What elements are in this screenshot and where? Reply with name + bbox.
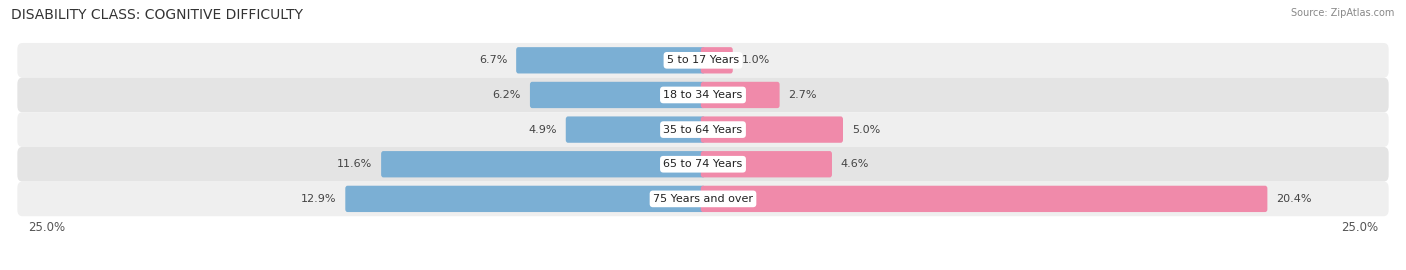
FancyBboxPatch shape xyxy=(17,112,1389,147)
Text: Source: ZipAtlas.com: Source: ZipAtlas.com xyxy=(1291,8,1395,18)
FancyBboxPatch shape xyxy=(565,116,706,143)
FancyBboxPatch shape xyxy=(700,116,844,143)
FancyBboxPatch shape xyxy=(700,186,1267,212)
Text: 5 to 17 Years: 5 to 17 Years xyxy=(666,55,740,65)
FancyBboxPatch shape xyxy=(700,151,832,177)
Text: 5.0%: 5.0% xyxy=(852,124,880,135)
FancyBboxPatch shape xyxy=(700,82,779,108)
Text: 4.9%: 4.9% xyxy=(529,124,557,135)
Text: 75 Years and over: 75 Years and over xyxy=(652,194,754,204)
FancyBboxPatch shape xyxy=(346,186,706,212)
Text: 6.7%: 6.7% xyxy=(479,55,508,65)
FancyBboxPatch shape xyxy=(17,181,1389,216)
Text: 12.9%: 12.9% xyxy=(301,194,336,204)
Text: 18 to 34 Years: 18 to 34 Years xyxy=(664,90,742,100)
Text: 35 to 64 Years: 35 to 64 Years xyxy=(664,124,742,135)
Text: 25.0%: 25.0% xyxy=(28,221,65,234)
FancyBboxPatch shape xyxy=(700,47,733,73)
Text: 4.6%: 4.6% xyxy=(841,159,869,169)
Text: 2.7%: 2.7% xyxy=(789,90,817,100)
Text: 6.2%: 6.2% xyxy=(492,90,522,100)
Text: 1.0%: 1.0% xyxy=(741,55,770,65)
FancyBboxPatch shape xyxy=(17,78,1389,112)
Text: 65 to 74 Years: 65 to 74 Years xyxy=(664,159,742,169)
FancyBboxPatch shape xyxy=(17,147,1389,181)
Text: 25.0%: 25.0% xyxy=(1341,221,1378,234)
FancyBboxPatch shape xyxy=(530,82,706,108)
FancyBboxPatch shape xyxy=(17,43,1389,78)
Text: 20.4%: 20.4% xyxy=(1277,194,1312,204)
FancyBboxPatch shape xyxy=(381,151,706,177)
Text: 11.6%: 11.6% xyxy=(337,159,373,169)
Text: DISABILITY CLASS: COGNITIVE DIFFICULTY: DISABILITY CLASS: COGNITIVE DIFFICULTY xyxy=(11,8,304,22)
FancyBboxPatch shape xyxy=(516,47,706,73)
